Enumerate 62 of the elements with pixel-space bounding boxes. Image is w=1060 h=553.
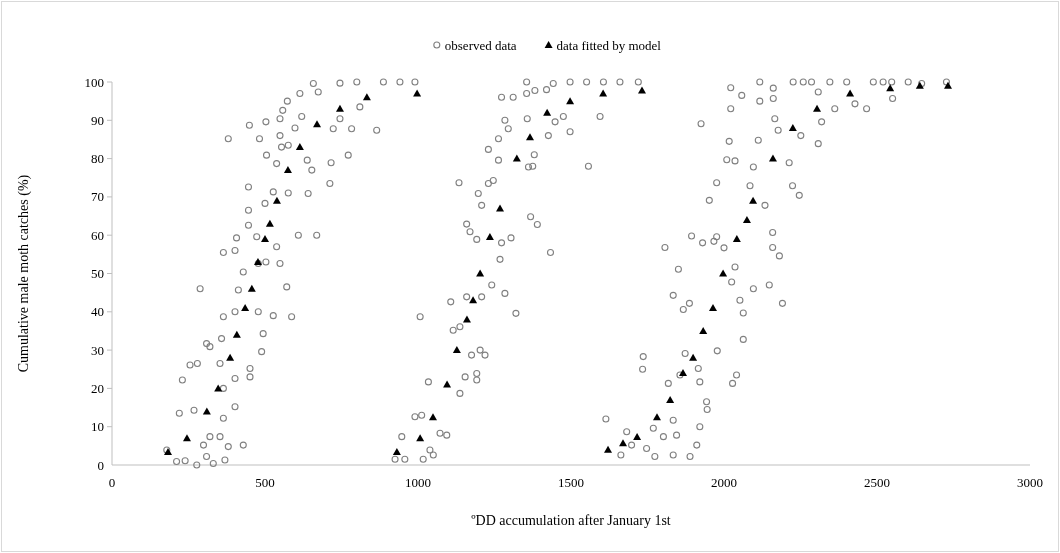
point (768, 154, 777, 162)
point (247, 284, 256, 292)
point (708, 303, 717, 311)
point (732, 235, 741, 243)
point (485, 233, 494, 241)
point (182, 434, 191, 442)
y-tick-label: 60 (91, 227, 104, 243)
point (392, 447, 401, 455)
y-tick-label: 30 (91, 342, 104, 358)
y-tick-label: 20 (91, 380, 104, 396)
point (443, 380, 452, 388)
legend-label: data fitted by model (556, 37, 662, 53)
y-tick-label: 0 (97, 457, 104, 473)
x-tick-label: 500 (255, 475, 275, 490)
point (512, 154, 521, 162)
point (241, 303, 250, 311)
point (566, 97, 575, 105)
point (335, 104, 344, 112)
point (362, 93, 371, 101)
point (232, 330, 241, 338)
point (526, 133, 534, 141)
y-tick-label: 90 (91, 112, 104, 128)
x-tick-label: 2000 (711, 475, 737, 490)
point (886, 84, 895, 92)
x-tick-label: 2500 (864, 475, 890, 490)
point (226, 353, 235, 361)
point (313, 120, 322, 128)
y-tick-label: 80 (91, 151, 104, 167)
point (428, 413, 437, 421)
y-tick-label: 100 (84, 74, 104, 90)
point (265, 219, 274, 227)
point (272, 196, 281, 204)
point (719, 269, 728, 277)
point (295, 143, 304, 151)
x-axis-title: ºDD accumulation after January 1st (471, 513, 671, 528)
y-tick-label: 40 (91, 304, 104, 320)
point (652, 413, 661, 421)
x-tick-label: 3000 (1017, 475, 1043, 490)
x-tick-label: 1500 (558, 475, 584, 490)
point (452, 346, 461, 354)
x-tick-label: 0 (108, 475, 116, 490)
point (666, 395, 675, 403)
x-tick-label: 1000 (405, 475, 431, 490)
y-tick-label: 10 (91, 419, 104, 435)
point (689, 353, 698, 361)
point (604, 445, 613, 453)
point (699, 326, 708, 334)
point (813, 104, 822, 112)
point (788, 123, 797, 131)
point (749, 196, 758, 204)
point (283, 166, 292, 174)
y-tick-label: 70 (91, 189, 104, 205)
point (476, 269, 485, 277)
point (261, 235, 269, 243)
legend-label: observed data (444, 37, 517, 53)
point (742, 215, 751, 223)
point (416, 434, 425, 442)
y-axis-title: Cumulative male moth catches (%) (16, 174, 32, 373)
y-tick-label: 50 (91, 266, 104, 282)
point (543, 108, 552, 116)
point (633, 433, 642, 441)
point (619, 439, 628, 447)
